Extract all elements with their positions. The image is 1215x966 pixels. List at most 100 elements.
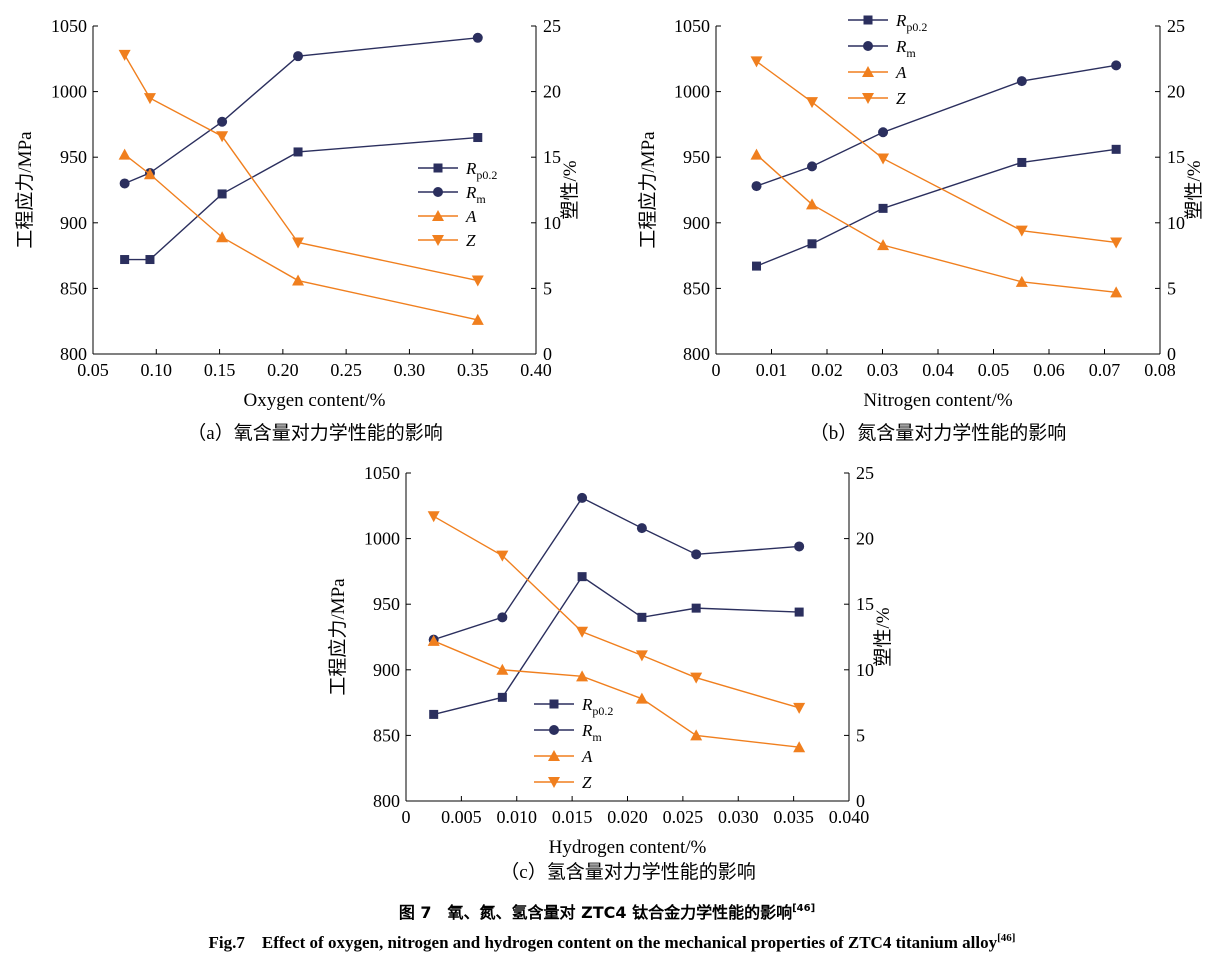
legend-marker (863, 15, 873, 25)
x-tick-label: 0.20 (267, 360, 299, 380)
data-point-Rm (472, 32, 483, 43)
y-right-tick-label: 15 (856, 594, 874, 614)
legend-label: Rp0.2 (465, 159, 497, 182)
legend-marker (432, 210, 444, 221)
series-line-Z (756, 60, 1117, 244)
x-tick-label: 0.010 (497, 807, 538, 827)
y-left-tick-label: 850 (60, 278, 87, 298)
data-point-A (292, 274, 305, 286)
y-left-tick-label: 950 (683, 147, 710, 167)
y-left-tick-label: 1050 (364, 463, 400, 483)
data-point-Z (793, 702, 806, 714)
y-left-tick-label: 850 (373, 725, 400, 745)
data-point-A (806, 198, 819, 210)
x-tick-label: 0.035 (773, 807, 814, 827)
y-left-tick-label: 1000 (51, 82, 87, 102)
y-axis-right-title: 塑性/% (1183, 160, 1205, 219)
x-tick-label: 0 (402, 807, 411, 827)
y-right-tick-label: 5 (1167, 278, 1176, 298)
data-point-Z (118, 49, 131, 61)
x-tick-label: 0.06 (1033, 360, 1065, 380)
x-tick-label: 0.05 (77, 360, 109, 380)
x-tick-label: 0.030 (718, 807, 759, 827)
legend-label-sub: m (592, 730, 602, 744)
series-line-Rp0.2 (433, 575, 800, 716)
series-line-A (756, 154, 1117, 294)
data-point-Rm (1016, 76, 1027, 87)
data-point-Z (427, 511, 440, 523)
y-right-tick-label: 25 (856, 463, 874, 483)
legend-label: Z (466, 231, 476, 250)
data-point-Z (1110, 237, 1123, 249)
data-point-Rp0.2 (293, 147, 303, 157)
data-point-Rm (217, 116, 228, 127)
legend-label-sub: m (906, 46, 916, 60)
x-tick-label: 0.10 (141, 360, 173, 380)
y-right-tick-label: 25 (543, 16, 561, 36)
y-left-tick-label: 800 (683, 344, 710, 364)
y-axis-left-title: 工程应力/MPa (327, 578, 349, 696)
data-point-A (635, 692, 648, 704)
y-left-tick-label: 1050 (51, 16, 87, 36)
y-right-tick-label: 5 (856, 725, 865, 745)
data-point-Z (576, 626, 589, 638)
y-right-tick-label: 15 (543, 147, 561, 167)
x-tick-label: 0.005 (441, 807, 482, 827)
y-right-tick-label: 15 (1167, 147, 1185, 167)
data-point-A (690, 729, 703, 741)
y-right-tick-label: 0 (856, 791, 865, 811)
data-point-Rp0.2 (145, 255, 155, 265)
data-point-Rp0.2 (637, 612, 647, 622)
x-tick-label: 0.05 (978, 360, 1010, 380)
legend-marker (548, 777, 560, 788)
series-line-Rm (433, 497, 800, 641)
x-tick-label: 0.15 (204, 360, 236, 380)
y-left-tick-label: 1000 (674, 82, 710, 102)
legend-label-main: R (465, 159, 477, 178)
legend-label-sub: p0.2 (592, 704, 613, 718)
legend-marker (433, 163, 443, 173)
data-point-Rp0.2 (752, 261, 762, 271)
y-axis-left-title: 工程应力/MPa (637, 131, 659, 249)
legend-marker (862, 66, 874, 77)
data-point-Rp0.2 (1017, 157, 1027, 167)
data-point-Rp0.2 (577, 572, 587, 582)
data-point-Rp0.2 (794, 607, 804, 617)
series-line-Z (433, 515, 800, 709)
x-axis-title: Nitrogen content/% (863, 390, 1012, 411)
x-tick-label: 0.04 (922, 360, 954, 380)
legend-marker (549, 725, 559, 735)
legend-label-sub: p0.2 (476, 168, 497, 182)
y-left-tick-label: 950 (373, 594, 400, 614)
legend-label: Rp0.2 (581, 695, 613, 718)
data-point-Rp0.2 (807, 239, 817, 249)
data-point-A (576, 670, 589, 682)
y-left-tick-label: 900 (373, 660, 400, 680)
data-point-Rp0.2 (878, 203, 888, 213)
data-point-Rm (1111, 60, 1122, 71)
y-right-tick-label: 10 (543, 213, 561, 233)
data-point-Z (216, 131, 229, 143)
y-left-tick-label: 1050 (674, 16, 710, 36)
y-left-tick-label: 900 (683, 213, 710, 233)
chart-panel-nitrogen: 0 0.01 0.02 0.03 0.04 0.05 0.06 0.07 0.08 800 850 9… (637, 11, 1205, 444)
legend-label: A (895, 63, 907, 82)
legend-label: Rp0.2 (895, 11, 927, 34)
data-point-Rp0.2 (497, 692, 507, 702)
figure-caption-en: Fig.7 Effect of oxygen, nitrogen and hyd… (209, 932, 1016, 952)
legend-label-main: R (581, 721, 593, 740)
chart-panel-oxygen: 0.05 0.10 0.15 0.20 0.25 0.30 0.35 0.40 800 850 90… (14, 16, 581, 444)
legend-label: Z (896, 89, 906, 108)
data-point-A (427, 634, 440, 646)
legend-label-main: R (895, 37, 907, 56)
y-left-tick-label: 900 (60, 213, 87, 233)
y-left-tick-label: 850 (683, 278, 710, 298)
x-tick-label: 0.25 (330, 360, 362, 380)
chart-panel-hydrogen: 0 0.005 0.010 0.015 0.020 0.025 0.030 0.035 0.04… (327, 463, 894, 883)
data-point-A (750, 148, 763, 160)
y-right-tick-label: 10 (856, 660, 874, 680)
panel-caption: （b）氮含量对力学性能的影响 (810, 422, 1067, 444)
data-point-Rm (636, 523, 647, 534)
